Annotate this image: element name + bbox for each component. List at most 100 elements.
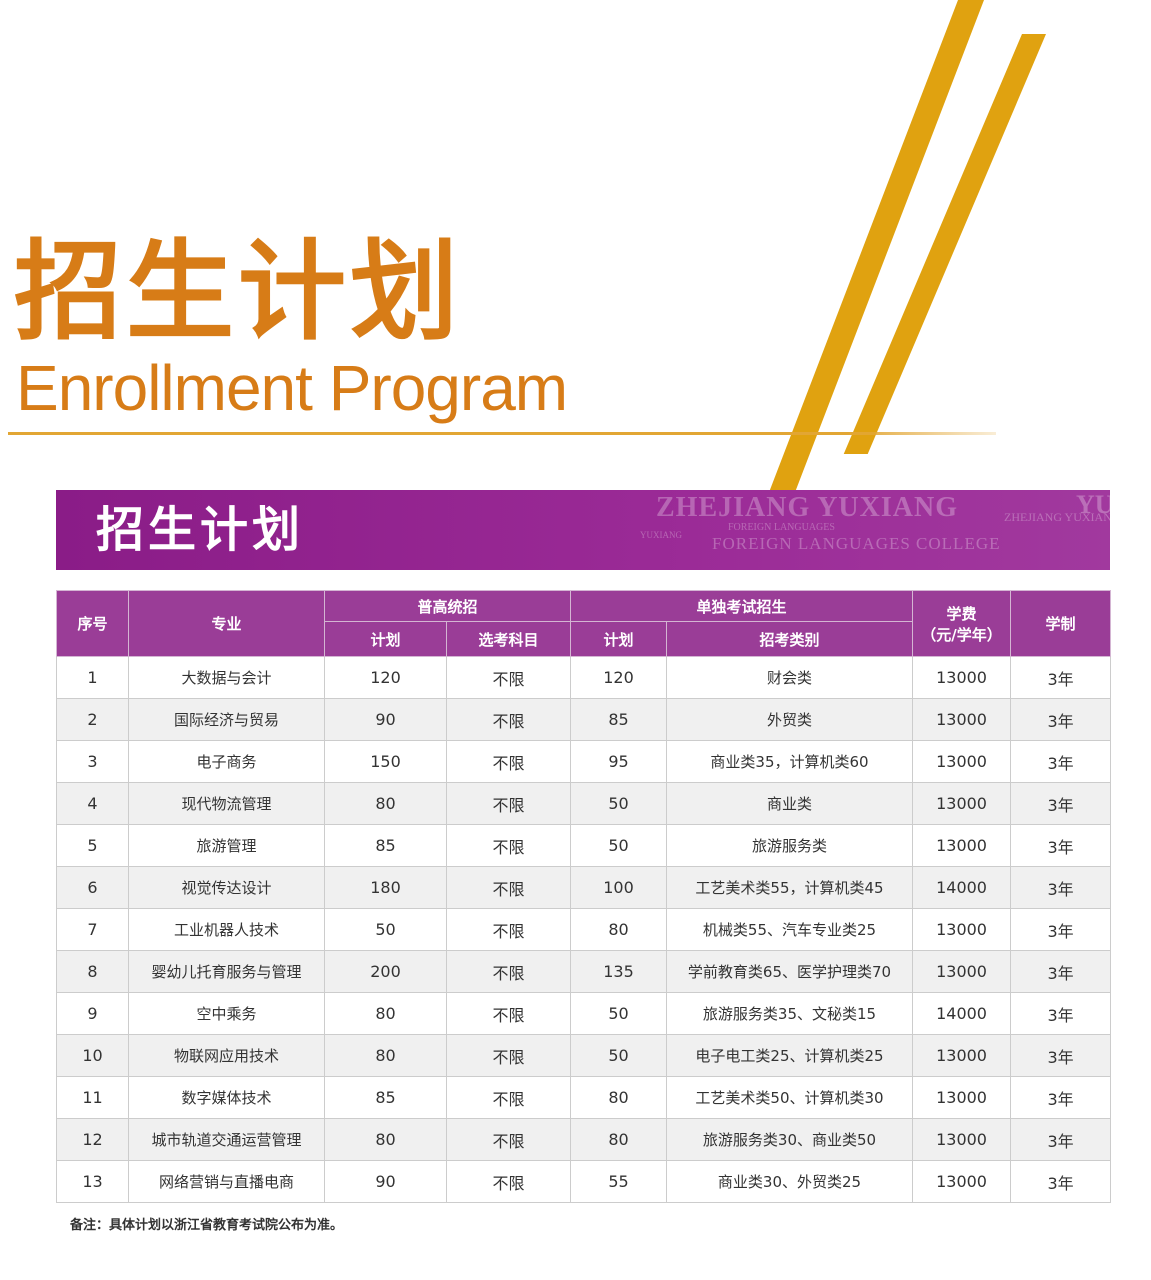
cell-major: 城市轨道交通运营管理 xyxy=(128,1118,325,1161)
cell-tuition: 13000 xyxy=(912,908,1012,951)
header-tuition-unit: （元/学年） xyxy=(921,625,1002,644)
cell-seq: 9 xyxy=(56,992,129,1035)
header-separate-plan: 计划 xyxy=(570,621,668,657)
cell-general-subjects: 不限 xyxy=(445,866,572,909)
cell-separate-category: 旅游服务类 xyxy=(666,824,914,867)
banner-watermark: ZHEJIANG YUXIANG xyxy=(1004,510,1110,524)
cell-general-plan: 90 xyxy=(324,1160,447,1203)
cell-separate-category: 工艺美术类55，计算机类45 xyxy=(666,866,914,909)
cell-seq: 8 xyxy=(56,950,129,993)
banner-watermark: FOREIGN LANGUAGES xyxy=(728,522,835,533)
cell-separate-category: 电子电工类25、计算机类25 xyxy=(666,1034,914,1077)
header-general-plan: 计划 xyxy=(324,621,447,657)
cell-duration: 3年 xyxy=(1010,1118,1112,1161)
cell-general-subjects: 不限 xyxy=(445,656,572,699)
cell-separate-category: 商业类35，计算机类60 xyxy=(666,740,914,783)
header-general-subjects: 选考科目 xyxy=(445,621,572,657)
table-row: 3 电子商务 150 不限 95 商业类35，计算机类60 13000 3年 xyxy=(56,740,1112,783)
cell-seq: 3 xyxy=(56,740,129,783)
cell-general-plan: 180 xyxy=(324,866,447,909)
cell-separate-plan: 120 xyxy=(570,656,668,699)
cell-major: 物联网应用技术 xyxy=(128,1034,325,1077)
title-underline xyxy=(8,432,996,435)
cell-tuition: 14000 xyxy=(912,992,1012,1035)
header-major: 专业 xyxy=(128,590,325,657)
table-row: 4 现代物流管理 80 不限 50 商业类 13000 3年 xyxy=(56,782,1112,825)
table-row: 8 婴幼儿托育服务与管理 200 不限 135 学前教育类65、医学护理类70 … xyxy=(56,950,1112,993)
cell-major: 婴幼儿托育服务与管理 xyxy=(128,950,325,993)
cell-tuition: 13000 xyxy=(912,656,1012,699)
header-tuition: 学费 （元/学年） xyxy=(912,590,1012,657)
table-row: 1 大数据与会计 120 不限 120 财会类 13000 3年 xyxy=(56,656,1112,699)
cell-tuition: 13000 xyxy=(912,1118,1012,1161)
cell-general-plan: 50 xyxy=(324,908,447,951)
page-title-english: Enrollment Program xyxy=(16,352,568,424)
banner-watermark: YUXIANG xyxy=(640,530,682,540)
cell-tuition: 13000 xyxy=(912,698,1012,741)
cell-general-subjects: 不限 xyxy=(445,824,572,867)
table-row: 9 空中乘务 80 不限 50 旅游服务类35、文秘类15 14000 3年 xyxy=(56,992,1112,1035)
cell-seq: 13 xyxy=(56,1160,129,1203)
cell-tuition: 13000 xyxy=(912,782,1012,825)
cell-separate-plan: 50 xyxy=(570,992,668,1035)
cell-general-plan: 80 xyxy=(324,782,447,825)
cell-duration: 3年 xyxy=(1010,950,1112,993)
cell-seq: 10 xyxy=(56,1034,129,1077)
table-row: 10 物联网应用技术 80 不限 50 电子电工类25、计算机类25 13000… xyxy=(56,1034,1112,1077)
cell-major: 工业机器人技术 xyxy=(128,908,325,951)
cell-duration: 3年 xyxy=(1010,782,1112,825)
table-row: 2 国际经济与贸易 90 不限 85 外贸类 13000 3年 xyxy=(56,698,1112,741)
cell-major: 现代物流管理 xyxy=(128,782,325,825)
cell-general-plan: 120 xyxy=(324,656,447,699)
footnote: 备注：具体计划以浙江省教育考试院公布为准。 xyxy=(70,1218,344,1233)
cell-general-subjects: 不限 xyxy=(445,908,572,951)
cell-general-subjects: 不限 xyxy=(445,1034,572,1077)
cell-general-subjects: 不限 xyxy=(445,1076,572,1119)
page-title-chinese: 招生计划 xyxy=(14,229,463,355)
cell-major: 旅游管理 xyxy=(128,824,325,867)
cell-general-plan: 80 xyxy=(324,1034,447,1077)
cell-duration: 3年 xyxy=(1010,824,1112,867)
cell-separate-plan: 55 xyxy=(570,1160,668,1203)
cell-duration: 3年 xyxy=(1010,866,1112,909)
cell-separate-category: 财会类 xyxy=(666,656,914,699)
decorative-stripe-left xyxy=(750,0,984,540)
cell-general-plan: 85 xyxy=(324,824,447,867)
cell-general-plan: 80 xyxy=(324,1118,447,1161)
table-row: 11 数字媒体技术 85 不限 80 工艺美术类50、计算机类30 13000 … xyxy=(56,1076,1112,1119)
cell-major: 电子商务 xyxy=(128,740,325,783)
header-separate-category: 招考类别 xyxy=(666,621,914,657)
cell-major: 空中乘务 xyxy=(128,992,325,1035)
header-seq: 序号 xyxy=(56,590,129,657)
cell-seq: 6 xyxy=(56,866,129,909)
banner-watermark: YU xyxy=(1076,490,1110,519)
cell-separate-category: 旅游服务类30、商业类50 xyxy=(666,1118,914,1161)
cell-general-subjects: 不限 xyxy=(445,1160,572,1203)
header-tuition-label: 学费 xyxy=(946,604,977,623)
cell-separate-plan: 80 xyxy=(570,1118,668,1161)
cell-general-plan: 90 xyxy=(324,698,447,741)
section-banner: 招生计划 ZHEJIANG YUXIANG FOREIGN LANGUAGES … xyxy=(56,490,1110,570)
cell-seq: 11 xyxy=(56,1076,129,1119)
cell-major: 大数据与会计 xyxy=(128,656,325,699)
cell-separate-plan: 50 xyxy=(570,824,668,867)
cell-general-subjects: 不限 xyxy=(445,782,572,825)
cell-separate-category: 工艺美术类50、计算机类30 xyxy=(666,1076,914,1119)
cell-general-plan: 80 xyxy=(324,992,447,1035)
cell-seq: 5 xyxy=(56,824,129,867)
cell-general-plan: 200 xyxy=(324,950,447,993)
banner-title: 招生计划 xyxy=(96,502,305,558)
table-row: 13 网络营销与直播电商 90 不限 55 商业类30、外贸类25 13000 … xyxy=(56,1160,1112,1203)
cell-tuition: 13000 xyxy=(912,740,1012,783)
cell-seq: 12 xyxy=(56,1118,129,1161)
cell-general-subjects: 不限 xyxy=(445,698,572,741)
cell-tuition: 14000 xyxy=(912,866,1012,909)
header-general-admission: 普高统招 xyxy=(323,590,572,622)
banner-watermark: ZHEJIANG YUXIANG xyxy=(656,492,958,523)
cell-separate-plan: 80 xyxy=(570,908,668,951)
cell-major: 视觉传达设计 xyxy=(128,866,325,909)
cell-general-subjects: 不限 xyxy=(445,1118,572,1161)
cell-duration: 3年 xyxy=(1010,656,1112,699)
cell-seq: 2 xyxy=(56,698,129,741)
cell-tuition: 13000 xyxy=(912,950,1012,993)
